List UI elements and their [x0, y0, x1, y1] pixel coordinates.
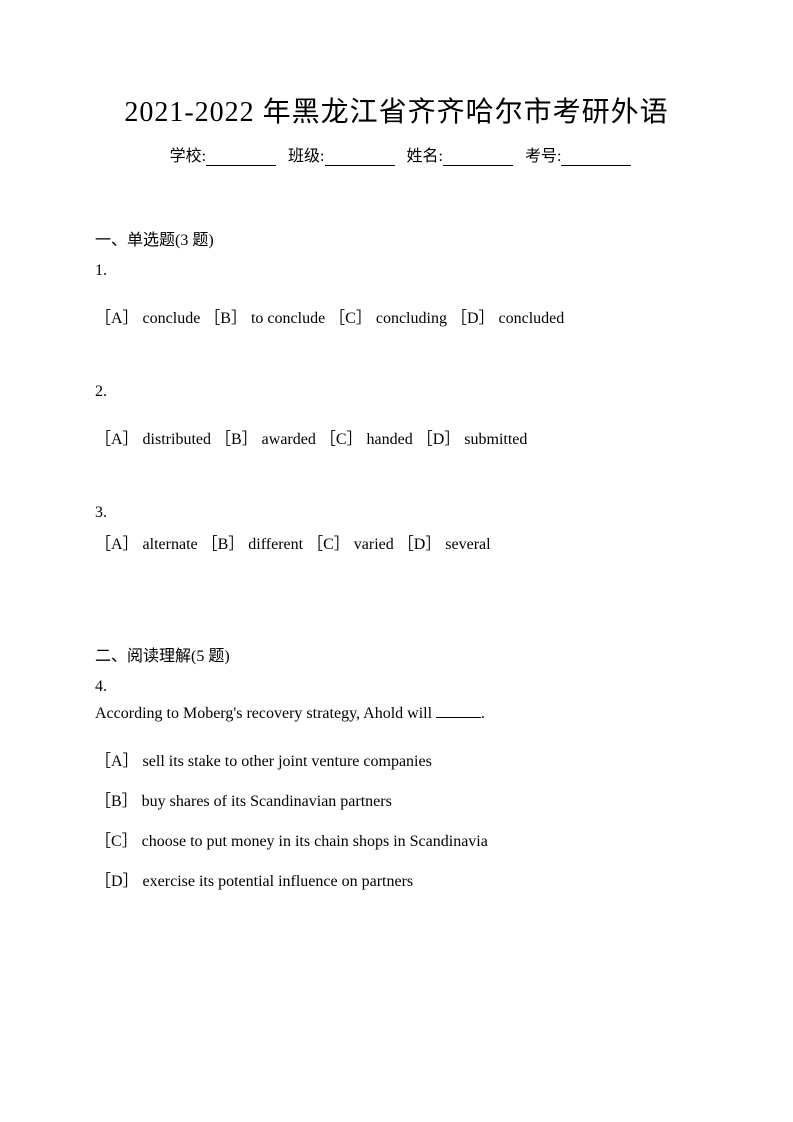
- name-blank[interactable]: [443, 150, 513, 166]
- q3-number: 3.: [95, 504, 698, 522]
- section1-header: 一、单选题(3 题): [95, 226, 698, 250]
- q4-option-b: ［B］ buy shares of its Scandinavian partn…: [95, 787, 698, 811]
- q2-options: ［A］ distributed ［B］ awarded ［C］ handed ［…: [95, 425, 698, 449]
- q4-text-before: According to Moberg's recovery strategy,…: [95, 705, 436, 722]
- q4-number: 4.: [95, 678, 698, 696]
- q4-text-after: .: [481, 705, 485, 722]
- school-label: 学校:: [170, 148, 206, 165]
- q3-options: ［A］ alternate ［B］ different ［C］ varied ［…: [95, 530, 698, 554]
- section2-header: 二、阅读理解(5 题): [95, 642, 698, 666]
- q4-option-d: ［D］ exercise its potential influence on …: [95, 867, 698, 891]
- name-label: 姓名:: [407, 148, 443, 165]
- q4-option-c: ［C］ choose to put money in its chain sho…: [95, 827, 698, 851]
- q2-number: 2.: [95, 383, 698, 401]
- student-info-line: 学校: 班级: 姓名: 考号:: [95, 142, 698, 166]
- exam-title: 2021-2022 年黑龙江省齐齐哈尔市考研外语: [95, 90, 698, 130]
- q1-options: ［A］ conclude ［B］ to conclude ［C］ conclud…: [95, 304, 698, 328]
- class-label: 班级:: [288, 148, 324, 165]
- class-blank[interactable]: [325, 150, 395, 166]
- q1-number: 1.: [95, 262, 698, 280]
- exam-number-blank[interactable]: [561, 150, 631, 166]
- q4-text: According to Moberg's recovery strategy,…: [95, 704, 698, 723]
- q4-option-a: ［A］ sell its stake to other joint ventur…: [95, 747, 698, 771]
- school-blank[interactable]: [206, 150, 276, 166]
- q4-blank[interactable]: [436, 704, 481, 718]
- exam-number-label: 考号:: [525, 148, 561, 165]
